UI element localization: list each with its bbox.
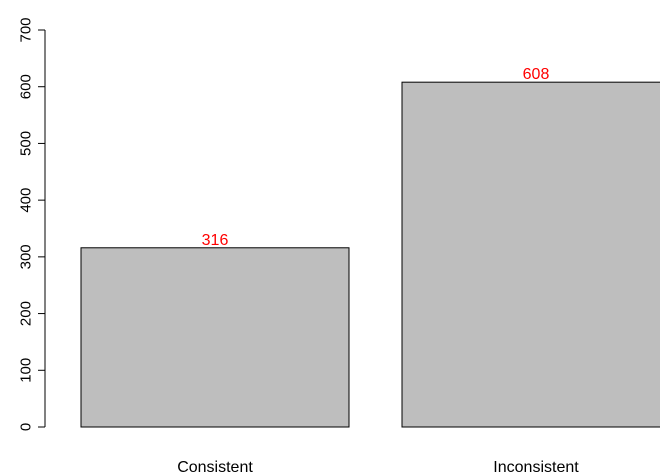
y-tick-label: 700 <box>18 17 35 42</box>
y-tick-label: 600 <box>18 74 35 99</box>
data-labels-group: 316 608 <box>202 66 550 249</box>
y-axis: 0 100 200 300 400 500 600 700 <box>18 17 46 431</box>
bar-value-label: 608 <box>523 66 550 83</box>
bar-value-label: 316 <box>202 232 229 249</box>
y-tick-label: 100 <box>18 358 35 383</box>
y-tick-label: 200 <box>18 301 35 326</box>
y-tick-label: 0 <box>18 423 35 431</box>
y-tick-label: 300 <box>18 244 35 269</box>
x-axis-labels: Consistent Inconsistent <box>177 459 579 476</box>
bar-inconsistent <box>401 81 660 428</box>
x-category-label: Inconsistent <box>493 459 579 476</box>
bars-group <box>80 81 660 428</box>
bar-consistent <box>80 247 350 428</box>
y-tick-label: 400 <box>18 188 35 213</box>
y-tick-label: 500 <box>18 131 35 156</box>
x-category-label: Consistent <box>177 459 253 476</box>
